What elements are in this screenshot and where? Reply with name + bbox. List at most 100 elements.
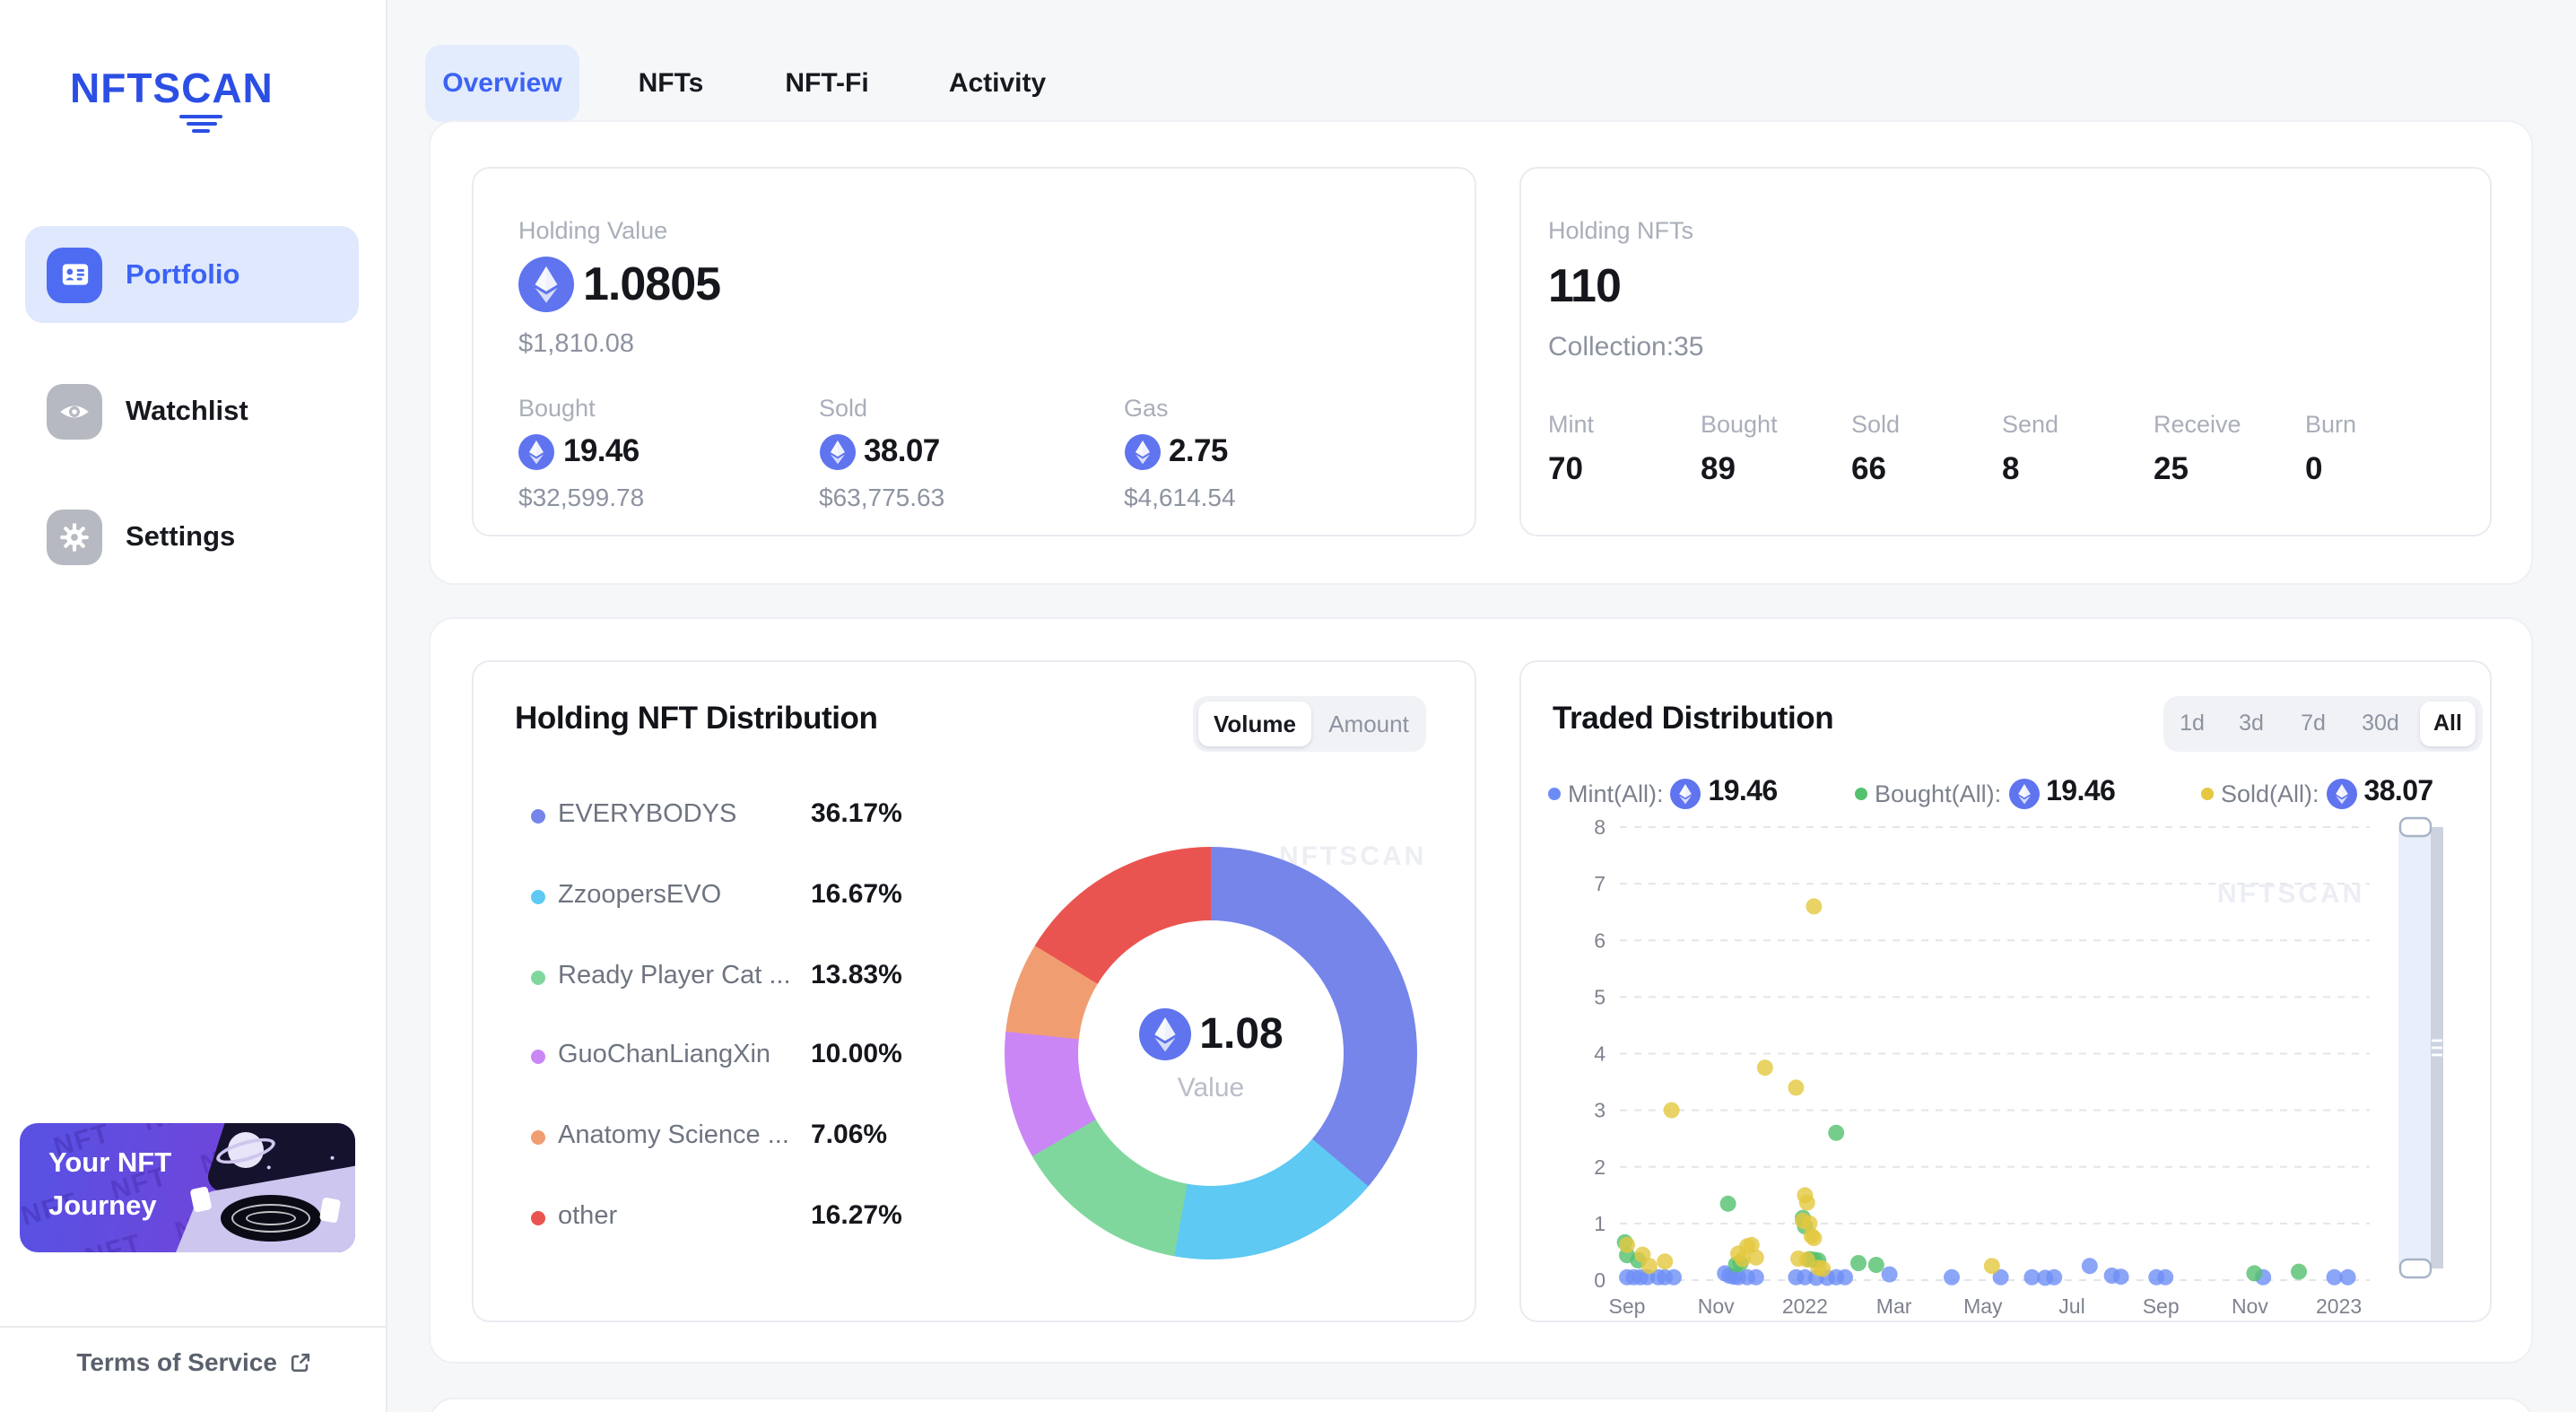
stat-gas: Gas 2.75 $4,614.54 <box>1124 395 1393 511</box>
stat-eth-value: 2.75 <box>1124 432 1393 470</box>
traded-legend-item[interactable]: Bought(All): 19.46 <box>1855 777 2116 809</box>
legend-dot <box>531 1211 545 1225</box>
nftscan-watermark: NFTSCAN <box>1279 841 1427 872</box>
tab-activity[interactable]: Activity <box>948 68 1047 99</box>
sidebar-item-settings[interactable]: Settings <box>126 521 236 552</box>
stat-usd-value: $63,775.63 <box>819 483 945 511</box>
tab-nft-fi[interactable]: NFT-Fi <box>785 68 869 99</box>
legend-dot <box>1548 787 1561 799</box>
tab-overview[interactable]: Overview <box>425 45 579 122</box>
legend-dot <box>531 809 545 824</box>
legend-percent: 36.17% <box>811 798 902 829</box>
slider-handle-top[interactable] <box>2398 816 2432 838</box>
legend-label: EVERYBODYS <box>558 800 737 829</box>
donut-legend-item[interactable]: Ready Player Cat ... 13.83% <box>531 959 962 995</box>
terms-of-service-link[interactable]: Terms of Service <box>0 1347 387 1376</box>
sidebar-item-watchlist[interactable]: Watchlist <box>126 397 248 427</box>
stat-value: 0 <box>2305 450 2323 486</box>
logo-stripe <box>179 115 222 119</box>
legend-value: 19.46 <box>2046 777 2116 807</box>
holding-nfts-label: Holding NFTs <box>1548 217 1694 244</box>
donut-legend-item[interactable]: GuoChanLiangXin 10.00% <box>531 1040 962 1076</box>
holding-value-row: 1.0805 <box>518 257 721 312</box>
legend-dot <box>1855 787 1867 799</box>
legend-label: Mint(All): <box>1568 780 1664 806</box>
datazoom-slider[interactable] <box>2398 816 2443 1279</box>
legend-percent: 13.83% <box>811 959 902 990</box>
donut-center-value-row: 1.08 <box>1005 1008 1417 1060</box>
legend-percent: 16.27% <box>811 1200 902 1231</box>
eye-icon[interactable] <box>47 384 102 440</box>
traded-legend-item[interactable]: Mint(All): 19.46 <box>1548 777 1778 809</box>
stat-usd-value: $4,614.54 <box>1124 483 1236 511</box>
next-section-panel <box>428 1398 2532 1412</box>
slider-grip <box>2432 1039 2442 1057</box>
holding-value-label: Holding Value <box>518 217 668 244</box>
nftscan-logo[interactable]: NFTSCAN <box>70 65 274 111</box>
external-link-icon <box>292 1353 310 1373</box>
holding-nfts-card <box>1519 166 2491 536</box>
sidebar-item-portfolio-label: Portfolio <box>126 259 240 290</box>
scatter-series-sold <box>1619 898 2000 1277</box>
stat-value: 70 <box>1548 450 1583 486</box>
stat-eth-value: 19.46 <box>518 432 788 470</box>
x-axis-labels: Sep Nov 2022 Mar May Jul Sep Nov 2023 <box>1609 1294 2363 1318</box>
svg-text:2022: 2022 <box>1782 1294 1828 1318</box>
range-3d[interactable]: 3d <box>2239 710 2264 736</box>
stat-value: 89 <box>1701 450 1736 486</box>
stat-value: 8 <box>2002 450 2020 486</box>
holding-nfts-collection: Collection:35 <box>1548 332 1704 362</box>
legend-dot <box>531 1050 545 1065</box>
stat-label: Mint <box>1548 411 1595 438</box>
donut-legend-item[interactable]: EVERYBODYS 36.17% <box>531 798 962 834</box>
svg-text:Mar: Mar <box>1876 1294 1912 1318</box>
traded-legend: Mint(All): 19.46 Bought(All): 19.46 Sold… <box>1543 777 2485 813</box>
blackhole-icon <box>221 1195 321 1242</box>
stat-label: Burn <box>2305 411 2357 438</box>
stat-usd-value: $32,599.78 <box>518 483 645 511</box>
nft-journey-banner[interactable]: NFTNFTNFTNFTNFTNFTNFTNFTNFTNFTNFTNFTNFTN… <box>20 1123 355 1252</box>
toggle-amount[interactable]: Amount <box>1328 710 1409 737</box>
range-30d[interactable]: 30d <box>2362 710 2399 736</box>
donut-legend-item[interactable]: Anatomy Science ... 7.06% <box>531 1120 962 1155</box>
legend-dot <box>2201 787 2214 799</box>
nft-stat-receive: Receive 25 <box>2154 411 2297 488</box>
tab-nfts[interactable]: NFTs <box>638 68 704 99</box>
eth-icon <box>1138 1008 1191 1060</box>
donut-legend-item[interactable]: ZzoopersEVO 16.67% <box>531 879 962 915</box>
stat-eth-value: 38.07 <box>819 432 1088 470</box>
traded-distribution-title: Traded Distribution <box>1553 700 1834 736</box>
traded-legend-item[interactable]: Sold(All): 38.07 <box>2201 777 2433 809</box>
legend-label: Bought(All): <box>1875 780 2002 806</box>
scatter-series-mint <box>1619 1258 2356 1286</box>
gear-icon[interactable] <box>47 509 102 564</box>
sidebar: NFTSCAN Portfolio Watchlist <box>0 0 387 1412</box>
slider-handle-bottom[interactable] <box>2398 1258 2432 1279</box>
svg-text:May: May <box>1963 1294 2003 1318</box>
nft-stat-mint: Mint 70 <box>1548 411 1692 488</box>
eth-icon <box>518 257 574 312</box>
stat-value: 25 <box>2154 450 2189 486</box>
svg-text:4: 4 <box>1594 1042 1606 1066</box>
portfolio-icon <box>47 247 102 302</box>
logo-stripe <box>186 122 216 126</box>
donut-legend-item[interactable]: other 16.27% <box>531 1200 962 1236</box>
time-range-selector: 1d 3d 7d 30d All <box>2163 696 2483 752</box>
legend-label: ZzoopersEVO <box>558 880 722 910</box>
range-7d[interactable]: 7d <box>2301 710 2326 736</box>
nft-stat-send: Send 8 <box>2002 411 2145 488</box>
toggle-volume[interactable]: Volume <box>1198 702 1311 746</box>
legend-dot <box>531 889 545 904</box>
range-all[interactable]: All <box>2420 702 2476 746</box>
stat-label: Sold <box>1851 411 1901 438</box>
range-1d[interactable]: 1d <box>2180 710 2205 736</box>
volume-amount-toggle: Volume Amount <box>1193 696 1426 752</box>
legend-label: Ready Player Cat ... <box>558 961 791 990</box>
holding-distribution-title: Holding NFT Distribution <box>515 700 878 736</box>
holding-nfts-count: 110 <box>1548 258 1622 312</box>
holding-distribution-donut: 1.08 Value <box>1005 847 1417 1259</box>
nft-stat-sold: Sold 66 <box>1851 411 1995 488</box>
holding-value-eth: 1.0805 <box>583 257 721 310</box>
svg-text:6: 6 <box>1594 928 1606 952</box>
